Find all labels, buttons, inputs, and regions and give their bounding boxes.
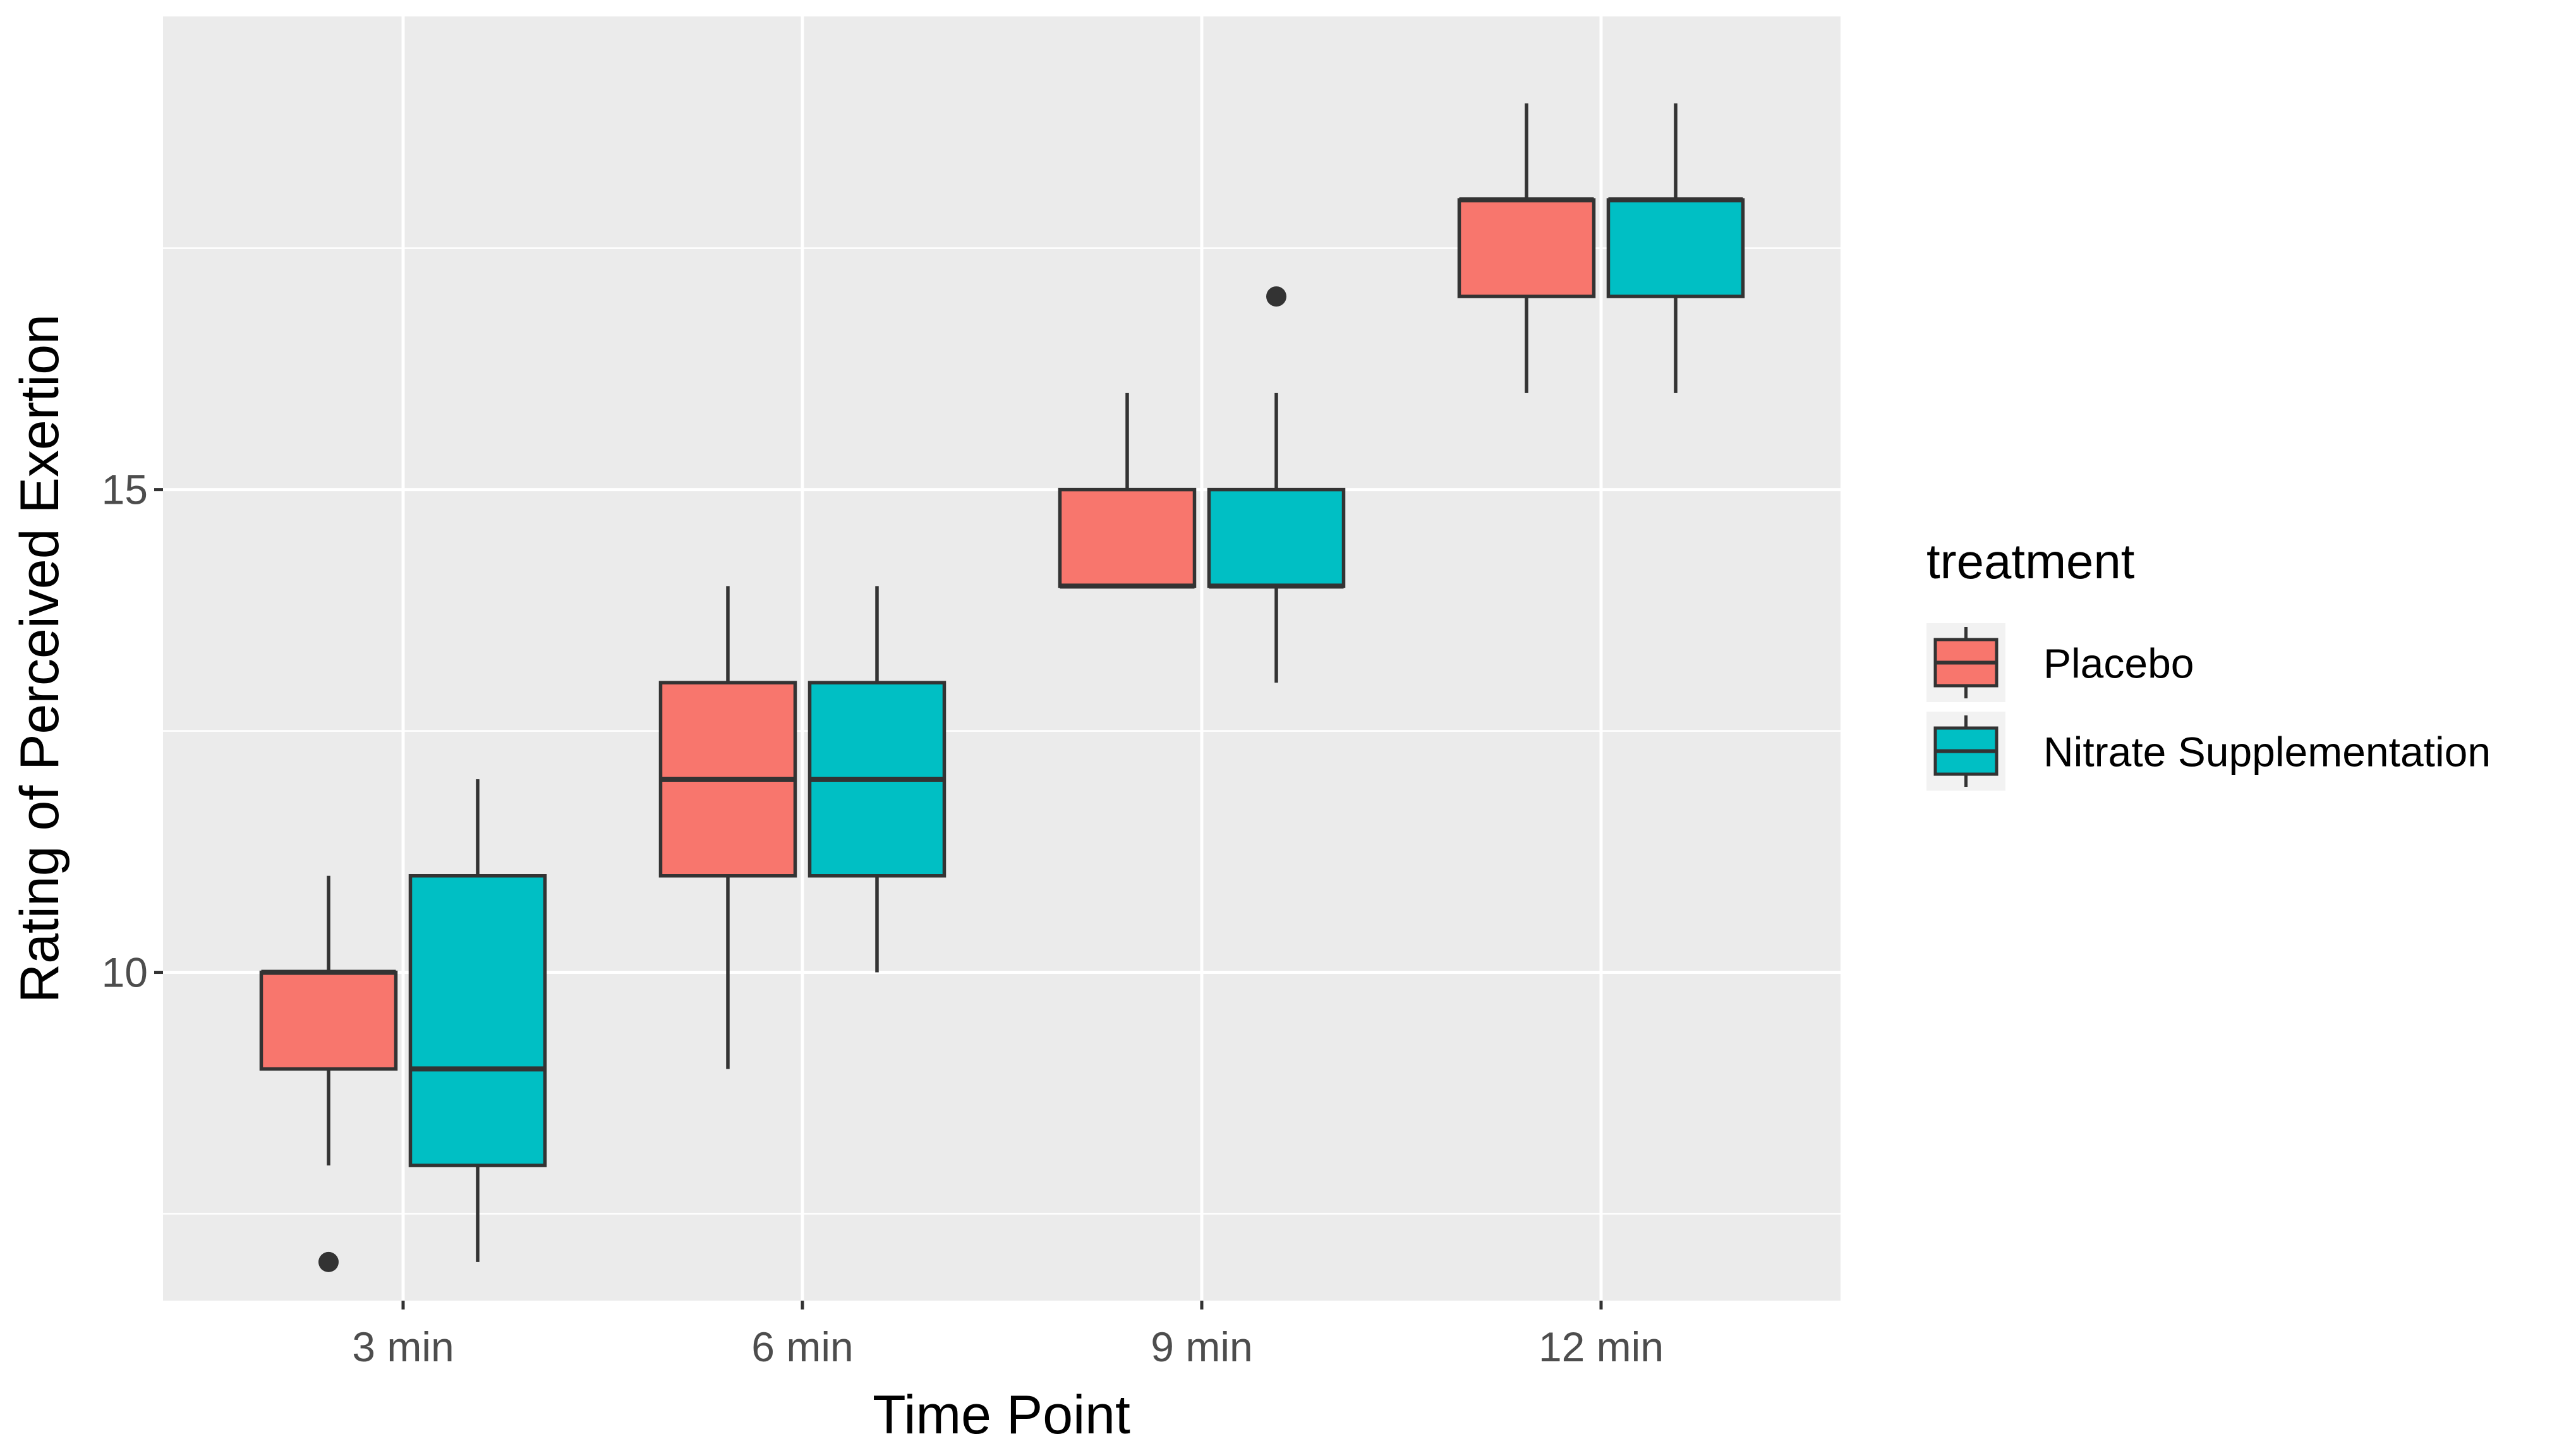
legend-label: Placebo bbox=[2043, 640, 2194, 687]
iqr-box bbox=[1457, 198, 1596, 298]
y-axis-title: Rating of Perceived Exertion bbox=[9, 314, 70, 1003]
iqr-box bbox=[1606, 198, 1745, 298]
x-axis-title: Time Point bbox=[873, 1385, 1130, 1445]
x-tick-label: 9 min bbox=[1151, 1323, 1252, 1370]
axes-layer: 10 15 3 min 6 min 9 min 12 min bbox=[102, 466, 1664, 1370]
box-layer bbox=[259, 103, 1745, 1272]
y-tick-label: 10 bbox=[102, 949, 148, 996]
legend: treatment Placebo Nitrate Supplementation bbox=[1926, 533, 2491, 791]
legend-title: treatment bbox=[1926, 533, 2135, 589]
iqr-box bbox=[408, 874, 547, 1167]
x-tick-label: 3 min bbox=[352, 1323, 454, 1370]
box-nitrate-supplementation bbox=[1606, 103, 1745, 393]
iqr-box bbox=[259, 970, 398, 1071]
box-nitrate-supplementation bbox=[1207, 286, 1346, 683]
legend-label: Nitrate Supplementation bbox=[2043, 729, 2491, 775]
x-tick-label: 6 min bbox=[751, 1323, 853, 1370]
outlier-point bbox=[318, 1251, 339, 1272]
box-nitrate-supplementation bbox=[408, 779, 547, 1262]
outlier-point bbox=[1266, 286, 1286, 307]
box-placebo bbox=[259, 875, 398, 1272]
box-placebo bbox=[658, 586, 797, 1069]
x-tick-label: 12 min bbox=[1539, 1323, 1664, 1370]
box-nitrate-supplementation bbox=[807, 586, 946, 973]
y-tick-label: 15 bbox=[102, 466, 148, 513]
box-placebo bbox=[1058, 392, 1197, 589]
box-placebo bbox=[1457, 103, 1596, 393]
iqr-box bbox=[1058, 487, 1197, 588]
legend-item-nitrate-supplementation: Nitrate Supplementation bbox=[1926, 712, 2491, 791]
iqr-box bbox=[1207, 487, 1346, 588]
legend-item-placebo: Placebo bbox=[1926, 623, 2194, 702]
